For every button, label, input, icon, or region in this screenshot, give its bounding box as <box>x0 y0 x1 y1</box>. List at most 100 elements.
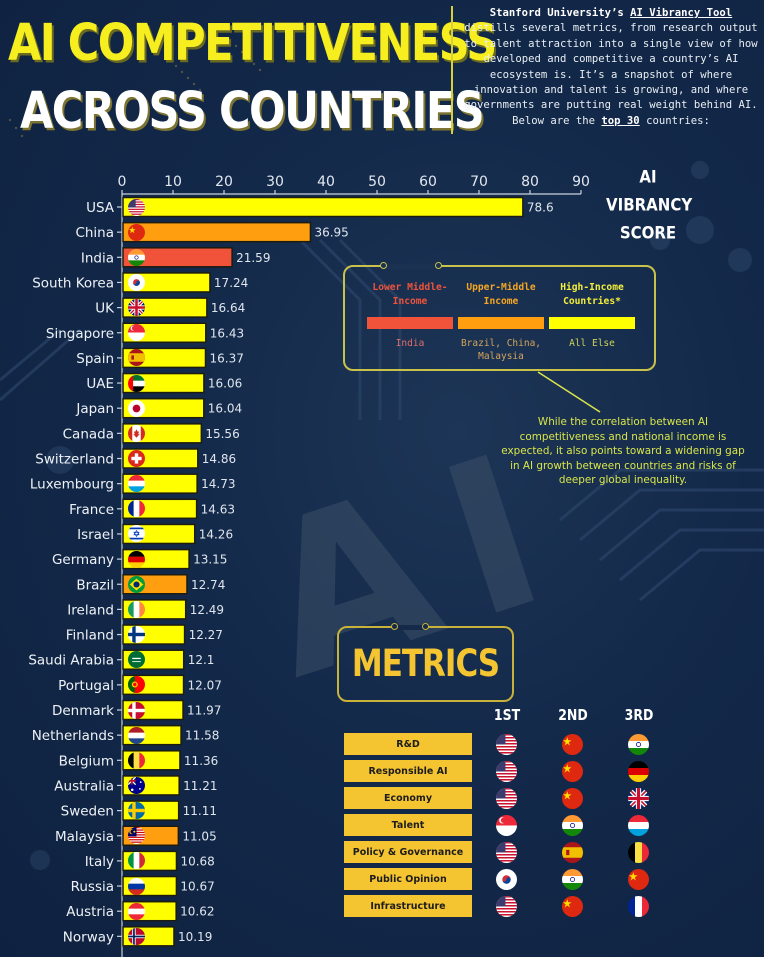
axis-title-line-1: AI <box>639 166 657 188</box>
x-tick-label: 70 <box>470 174 488 190</box>
belgium-flag-icon <box>628 841 649 863</box>
intro-suffix: countries: <box>639 114 710 127</box>
legend-label: Lower Middle-Income <box>372 282 448 307</box>
metrics-border-gap <box>393 625 425 630</box>
ai-vibrancy-tool-link[interactable]: AI Vibrancy Tool <box>630 7 733 19</box>
country-label: Germany <box>52 552 114 568</box>
axis-title-line-3: SCORE <box>619 222 677 244</box>
south-korea-flag-icon <box>496 868 517 890</box>
country-label: South Korea <box>32 275 114 291</box>
value-label: 11.58 <box>185 729 219 743</box>
country-label: Norway <box>63 929 114 945</box>
country-label: Luxembourg <box>30 477 114 493</box>
legend-swatch <box>549 317 635 329</box>
legend-countries: All Else <box>569 338 615 349</box>
value-label: 10.68 <box>180 854 214 868</box>
denmark-flag-icon <box>128 701 145 719</box>
china-flag-icon <box>562 733 583 755</box>
value-label: 21.59 <box>236 251 270 265</box>
france-flag-icon <box>128 500 145 518</box>
country-label: France <box>69 502 114 518</box>
value-label: 12.74 <box>191 578 225 592</box>
ireland-flag-icon <box>128 600 145 618</box>
legend-border-gap <box>383 264 439 269</box>
germany-flag-icon <box>128 550 145 568</box>
metric-label: Public Opinion <box>344 868 472 890</box>
uae-flag-icon <box>128 374 145 392</box>
usa-flag-icon <box>496 733 517 755</box>
title-line-1: AI COMPETITIVENESS <box>8 14 497 73</box>
legend-countries: India <box>395 338 425 349</box>
uk-flag-icon <box>128 299 145 317</box>
usa-flag-icon <box>496 760 517 782</box>
metrics-title-box: METRICS <box>337 623 514 702</box>
india-flag-icon <box>562 814 583 836</box>
brazil-flag-icon <box>128 575 145 593</box>
x-tick-label: 40 <box>317 174 335 190</box>
legend-item-high-income: High-Income Countries* All Else <box>549 281 635 350</box>
x-tick-label: 20 <box>215 174 233 190</box>
axis-title-line-2: VIBRANCY <box>606 194 693 216</box>
intro-emphasis: top 30 <box>601 114 640 127</box>
russia-flag-icon <box>128 877 145 895</box>
israel-flag-icon <box>128 525 145 543</box>
country-label: Belgium <box>59 753 114 769</box>
australia-flag-icon <box>128 776 145 794</box>
metric-label: Responsible AI <box>344 760 472 782</box>
bar <box>122 247 233 268</box>
india-flag-icon <box>562 868 583 890</box>
value-label: 14.63 <box>201 502 235 516</box>
usa-flag-icon <box>128 198 145 216</box>
country-label: Australia <box>54 778 114 794</box>
spain-flag-icon <box>128 349 145 367</box>
value-label: 78.6 <box>527 201 554 215</box>
value-label: 11.21 <box>183 779 217 793</box>
x-tick-label: 50 <box>368 174 386 190</box>
country-label: Finland <box>66 628 114 644</box>
value-label: 16.37 <box>209 351 243 365</box>
usa-flag-icon <box>496 895 517 917</box>
value-label: 11.36 <box>184 754 218 768</box>
legend-item-upper-middle: Upper-Middle Income Brazil, China, Malay… <box>458 281 544 363</box>
correlation-note: While the correlation between AI competi… <box>501 416 745 486</box>
x-tick-label: 10 <box>164 174 182 190</box>
value-label: 11.97 <box>187 704 221 718</box>
value-label: 16.64 <box>211 301 245 315</box>
x-tick-label: 0 <box>118 174 127 190</box>
rank-header-2nd: 2ND <box>558 705 588 724</box>
country-label: Denmark <box>52 703 114 719</box>
japan-flag-icon <box>128 399 145 417</box>
country-label: UAE <box>86 376 114 392</box>
bar <box>122 272 211 293</box>
metrics-title: METRICS <box>351 642 500 686</box>
metric-label: Infrastructure <box>344 895 472 917</box>
country-label: Netherlands <box>32 728 114 744</box>
value-label: 14.26 <box>199 527 233 541</box>
value-label: 12.1 <box>188 653 215 667</box>
title-line-2: ACROSS COUNTRIES <box>20 82 485 141</box>
luxembourg-flag-icon <box>628 814 649 836</box>
metric-label: Policy & Governance <box>344 841 472 863</box>
value-label: 12.07 <box>188 678 222 692</box>
legend-label: Upper-Middle Income <box>466 282 536 307</box>
china-flag-icon <box>562 760 583 782</box>
country-label: USA <box>86 200 115 216</box>
china-flag-icon <box>562 895 583 917</box>
intro-body: distills several metrics, from research … <box>464 22 758 127</box>
country-label: Portugal <box>58 678 114 694</box>
metric-label: Talent <box>344 814 472 836</box>
legend-swatch <box>458 317 544 329</box>
country-label: Ireland <box>67 602 114 618</box>
singapore-flag-icon <box>128 324 145 342</box>
malaysia-flag-icon <box>128 827 145 845</box>
norway-flag-icon <box>128 927 145 945</box>
finland-flag-icon <box>128 626 145 644</box>
country-label: Singapore <box>46 326 114 342</box>
netherlands-flag-icon <box>128 726 145 744</box>
country-label: Israel <box>77 527 114 543</box>
country-label: Spain <box>76 351 114 367</box>
spain-flag-icon <box>562 841 583 863</box>
value-label: 13.15 <box>193 553 227 567</box>
metric-label: R&D <box>344 733 472 755</box>
switzerland-flag-icon <box>128 450 145 467</box>
